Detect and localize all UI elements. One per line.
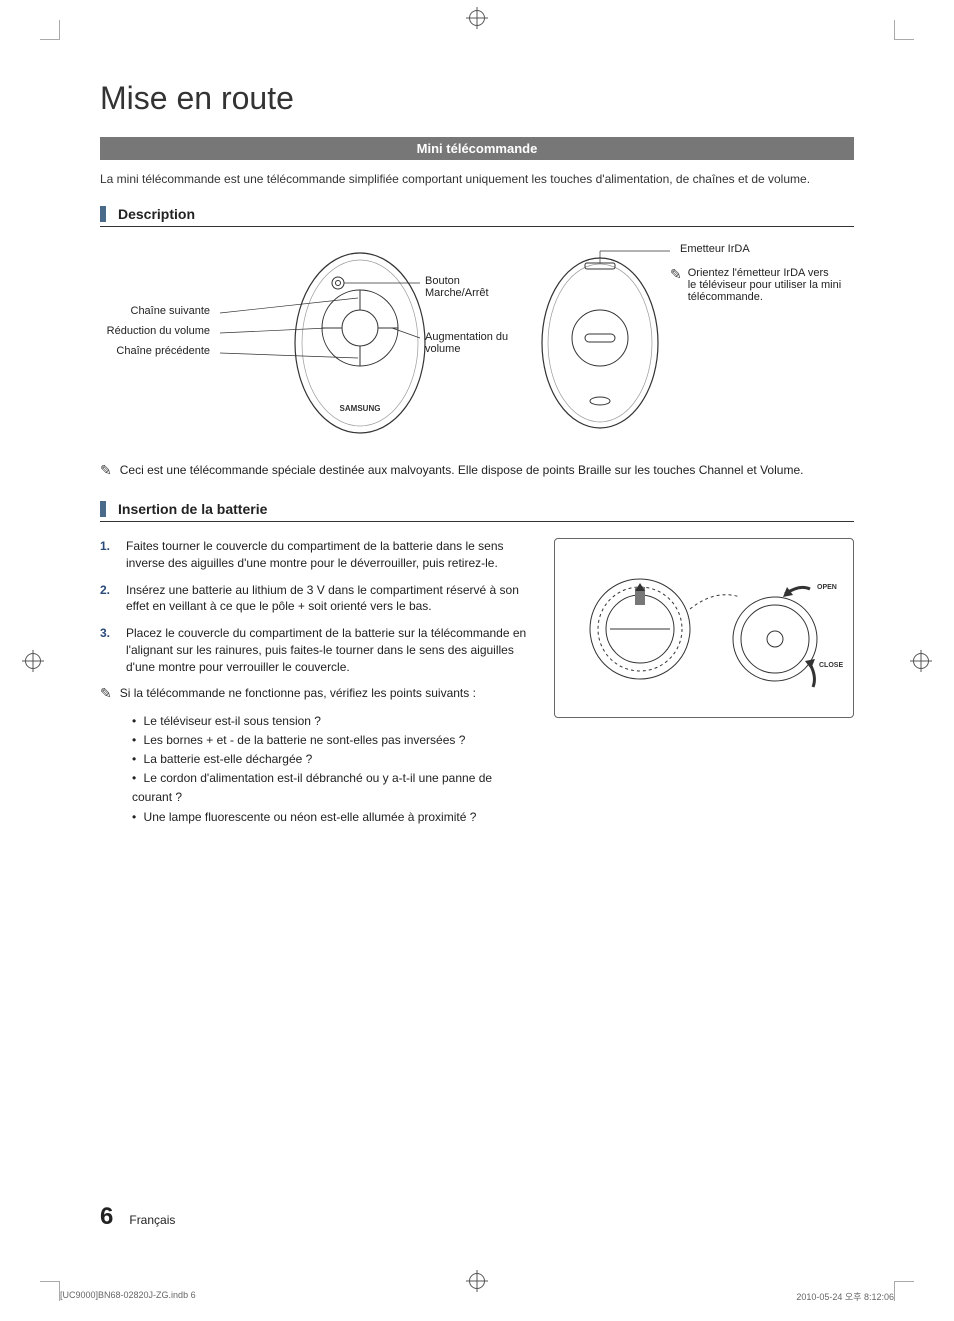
subsection-header: Insertion de la batterie: [100, 501, 854, 522]
section-bar: Mini télécommande: [100, 137, 854, 160]
remote-back-diagram: Emetteur IrDA ✎ Orientez l'émetteur IrDA…: [530, 243, 854, 443]
registration-mark: [469, 1273, 485, 1289]
text-line: télécommande.: [688, 291, 763, 303]
label-channel-down: Chaîne précédente: [90, 345, 210, 357]
step-number: 1.: [100, 538, 116, 572]
note-icon: ✎: [670, 267, 682, 281]
registration-mark: [25, 653, 41, 669]
brand-logo: SAMSUNG: [340, 404, 381, 413]
description-section: Description: [100, 206, 854, 477]
label-text: Augmentation du: [425, 331, 508, 343]
subsection-title: Insertion de la batterie: [118, 501, 267, 517]
print-timestamp: 2010-05-24 오후 8:12:06: [796, 1290, 894, 1303]
list-item: Les bornes + et - de la batterie ne sont…: [132, 731, 530, 750]
page-content: Mise en route Mini télécommande La mini …: [0, 0, 954, 911]
list-item: Le téléviseur est-il sous tension ?: [132, 712, 530, 731]
braille-note: ✎ Ceci est une télécommande spéciale des…: [100, 463, 854, 477]
crop-mark: [894, 20, 914, 40]
registration-mark: [913, 653, 929, 669]
header-marker: [100, 206, 106, 222]
step-text: Insérez une batterie au lithium de 3 V d…: [126, 582, 530, 616]
label-power: Bouton Marche/Arrêt: [425, 275, 510, 299]
crop-mark: [894, 1281, 914, 1301]
crop-mark: [40, 20, 60, 40]
page-language: Français: [129, 1213, 175, 1227]
battery-content-row: 1. Faites tourner le couvercle du compar…: [100, 538, 854, 827]
registration-mark: [469, 10, 485, 26]
troubleshoot-intro: ✎ Si la télécommande ne fonctionne pas, …: [100, 686, 530, 700]
step-number: 2.: [100, 582, 116, 616]
remote-front-diagram: SAMSUNG Chaîne suivante Réduction du vol…: [100, 243, 510, 443]
text-line: Orientez l'émetteur IrDA vers: [688, 267, 829, 279]
irda-note: ✎ Orientez l'émetteur IrDA vers le télév…: [670, 267, 841, 303]
list-item: Le cordon d'alimentation est-il débranch…: [132, 769, 530, 807]
irda-note-text: Orientez l'émetteur IrDA vers le télévis…: [688, 267, 841, 303]
note-text: Ceci est une télécommande spéciale desti…: [120, 463, 804, 477]
steps-column: 1. Faites tourner le couvercle du compar…: [100, 538, 530, 827]
print-footer: [UC9000]BN68-02820J-ZG.indb 6 2010-05-24…: [60, 1290, 894, 1303]
close-label: CLOSE: [819, 662, 843, 669]
note-text: Si la télécommande ne fonctionne pas, vé…: [120, 686, 476, 700]
step-number: 3.: [100, 625, 116, 675]
troubleshoot-list: Le téléviseur est-il sous tension ? Les …: [132, 712, 530, 827]
subsection-title: Description: [118, 206, 195, 222]
subsection-header: Description: [100, 206, 854, 227]
step-item: 2. Insérez une batterie au lithium de 3 …: [100, 582, 530, 616]
step-text: Placez le couvercle du compartiment de l…: [126, 625, 530, 675]
note-icon: ✎: [100, 463, 112, 477]
label-volume-up: Augmentation du volume: [425, 331, 508, 355]
step-item: 3. Placez le couvercle du compartiment d…: [100, 625, 530, 675]
label-text: volume: [425, 343, 460, 355]
list-item: La batterie est-elle déchargée ?: [132, 750, 530, 769]
crop-mark: [40, 1281, 60, 1301]
page-number: 6: [100, 1203, 113, 1231]
list-item: Une lampe fluorescente ou néon est-elle …: [132, 808, 530, 827]
page-footer: 6 Français: [100, 1203, 175, 1231]
step-text: Faites tourner le couvercle du compartim…: [126, 538, 530, 572]
battery-diagram: OPEN CLOSE: [554, 538, 854, 718]
battery-section: Insertion de la batterie 1. Faites tourn…: [100, 501, 854, 827]
print-file: [UC9000]BN68-02820J-ZG.indb 6: [60, 1290, 196, 1303]
header-marker: [100, 501, 106, 517]
text-line: le téléviseur pour utiliser la mini: [688, 279, 841, 291]
intro-text: La mini télécommande est une télécommand…: [100, 172, 854, 186]
label-channel-up: Chaîne suivante: [90, 305, 210, 317]
step-item: 1. Faites tourner le couvercle du compar…: [100, 538, 530, 572]
open-label: OPEN: [817, 584, 837, 591]
page-title: Mise en route: [100, 80, 854, 117]
diagram-row: SAMSUNG Chaîne suivante Réduction du vol…: [100, 243, 854, 443]
note-icon: ✎: [100, 686, 112, 700]
label-volume-down: Réduction du volume: [90, 325, 210, 337]
label-irda: Emetteur IrDA: [680, 243, 750, 255]
